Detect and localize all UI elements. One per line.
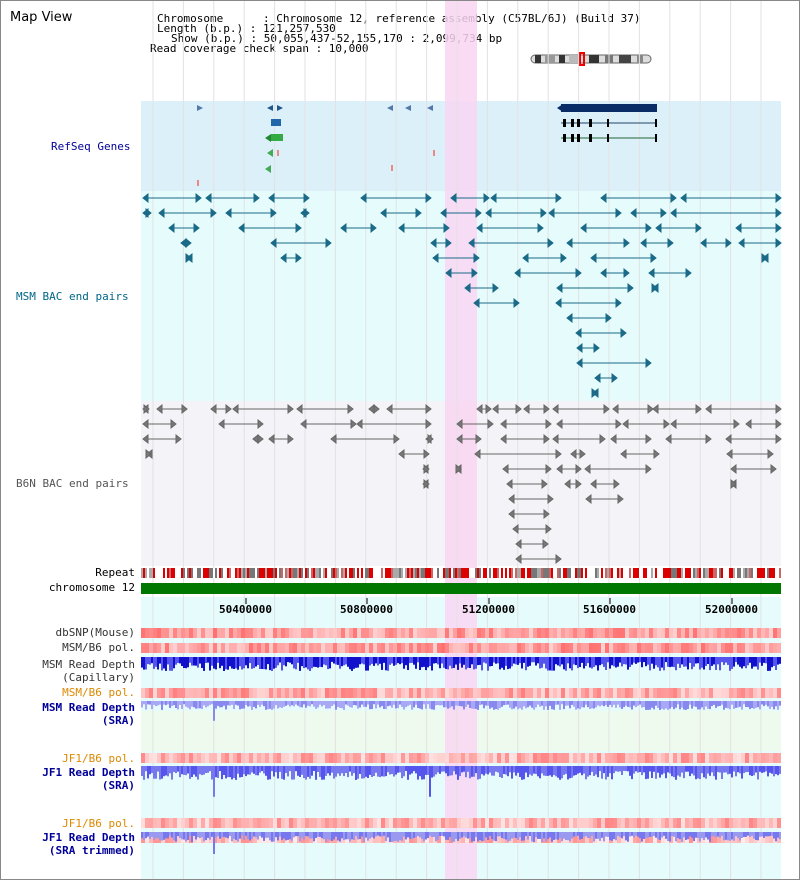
repeat-track xyxy=(141,568,781,578)
track-label-sra-trimmed: (SRA trimmed) xyxy=(48,844,135,857)
track-label-jf1-read-depth-trim[interactable]: JF1 Read Depth xyxy=(42,831,135,844)
axis-tick-label: 50800000 xyxy=(340,603,393,616)
chromosome-ideogram[interactable] xyxy=(529,52,655,66)
chromosome-bar xyxy=(141,583,781,594)
track-label-capillary: (Capillary) xyxy=(62,671,135,684)
track-label-chromosome[interactable]: chromosome 12 xyxy=(48,581,135,594)
track-label-b6n-bac[interactable]: B6N BAC end pairs xyxy=(16,477,129,490)
ideogram-position-marker xyxy=(579,52,585,66)
track-label-dbsnp[interactable]: dbSNP(Mouse) xyxy=(55,626,135,639)
length-info: Length (b.p.) : 121,257,530 xyxy=(157,22,336,35)
track-label-msm-read-depth-sra[interactable]: MSM Read Depth xyxy=(42,701,135,714)
page-title: Map View xyxy=(10,10,73,25)
track-label-msm-b6-pol[interactable]: MSM/B6 pol. xyxy=(62,641,135,654)
gene-body xyxy=(561,104,657,112)
axis-tick-label: 51200000 xyxy=(462,603,515,616)
track-label-msm-read-depth[interactable]: MSM Read Depth xyxy=(42,658,135,671)
axis-tick-label: 52000000 xyxy=(705,603,758,616)
track-label-msm-bac[interactable]: MSM BAC end pairs xyxy=(16,290,129,303)
axis-tick-label: 51600000 xyxy=(583,603,636,616)
axis-ticks xyxy=(245,598,733,604)
read-depth-bars xyxy=(141,657,781,854)
track-label-refseq[interactable]: RefSeq Genes xyxy=(51,140,131,153)
track-label-repeat[interactable]: Repeat xyxy=(95,566,135,579)
track-label-jf1-pol[interactable]: JF1/B6 pol. xyxy=(62,752,135,765)
track-label-msm-b6-pol-sra[interactable]: MSM/B6 pol. xyxy=(62,686,135,699)
track-label-jf1-sra: (SRA) xyxy=(101,779,135,792)
track-label-jf1-read-depth[interactable]: JF1 Read Depth xyxy=(42,766,135,779)
coverage-span-info: Read coverage check span : 10,000 xyxy=(150,42,369,55)
track-label-jf1-pol-2[interactable]: JF1/B6 pol. xyxy=(62,817,135,830)
msm-bac-end-pairs xyxy=(142,192,782,399)
refseq-genes xyxy=(197,104,657,186)
axis-tick-label: 50400000 xyxy=(219,603,272,616)
b6n-bac-end-pairs xyxy=(142,403,782,580)
track-label-sra: (SRA) xyxy=(101,714,135,727)
